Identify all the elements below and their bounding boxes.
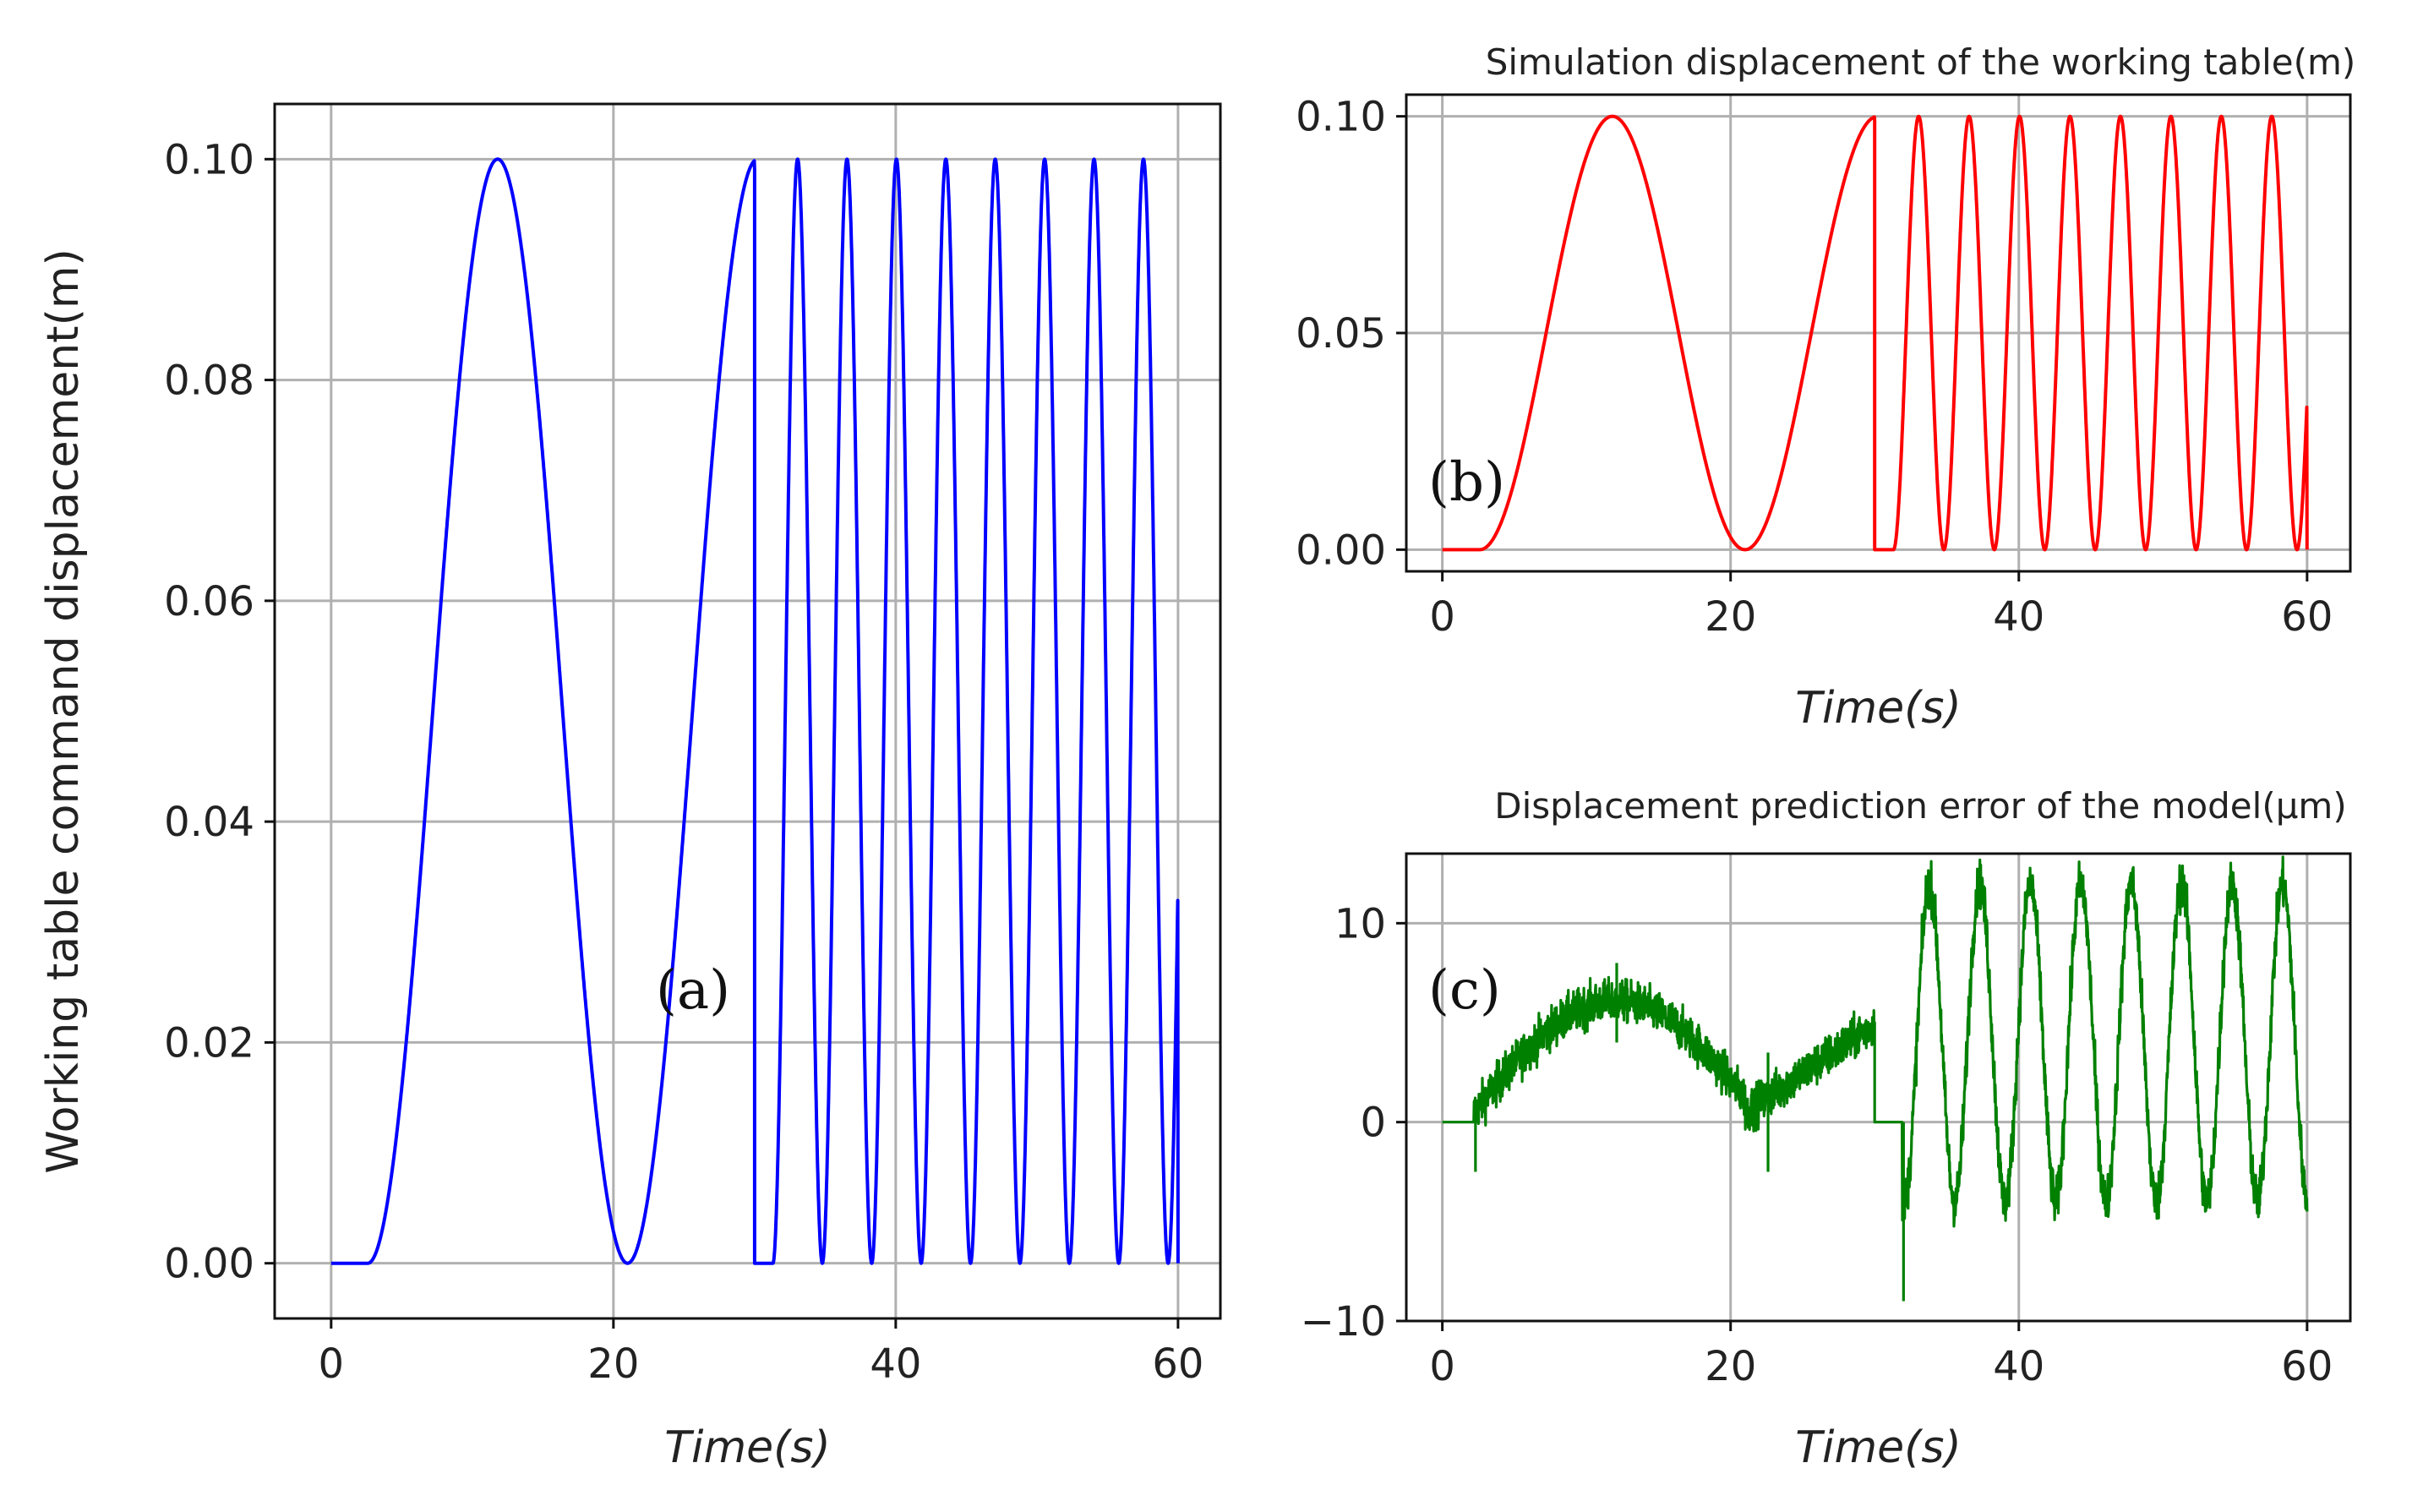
panel-a-frame — [273, 102, 1222, 1320]
panel-c-series-line-0 — [1441, 855, 2309, 1228]
panel-c-grid — [1406, 854, 2350, 1323]
panel-a-ytick-label-3: 0.06 — [164, 578, 254, 625]
panel-b-xtick-label-3: 60 — [2281, 593, 2333, 641]
panel-a-ytick-label-2: 0.04 — [164, 799, 254, 846]
panel-b-series — [1441, 114, 2309, 552]
panel-a-xtick-label-3: 60 — [1152, 1340, 1203, 1388]
panel-a-tag: (a) — [656, 959, 730, 1022]
panel-c-xticks: 0 20 40 60 — [1429, 1321, 2333, 1390]
panel-a-ytick-label-0: 0.00 — [164, 1241, 254, 1288]
panel-b-series-line-0 — [1441, 114, 2309, 552]
panel-a-xtick-label-0: 0 — [319, 1340, 345, 1388]
panel-c-ytick-label-1: 0 — [1360, 1100, 1386, 1147]
panel-c-xtick-label-1: 20 — [1705, 1343, 1756, 1390]
panel-b-ytick-label-2: 0.10 — [1296, 94, 1386, 141]
panel-b-tag: (b) — [1428, 451, 1505, 514]
panel-b-xtick-label-2: 40 — [1993, 593, 2044, 641]
panel-a: 0 20 40 60 0.00 0.02 0.04 0.06 0.08 0.10 Time(s)… — [38, 102, 1222, 1473]
panel-c-title: Displacement prediction error of the mod… — [1494, 785, 2346, 827]
panel-c-xlabel: Time(s) — [1795, 1422, 1962, 1473]
panel-a-xlabel: Time(s) — [664, 1422, 831, 1473]
panel-b-yticks: 0.00 0.05 0.10 — [1296, 94, 1406, 574]
panel-c-tag: (c) — [1428, 959, 1501, 1022]
panel-a-ytick-label-4: 0.08 — [164, 358, 254, 405]
panel-a-ytick-label-1: 0.02 — [164, 1019, 254, 1067]
panel-b-ytick-label-1: 0.05 — [1296, 310, 1386, 358]
panel-b-xlabel: Time(s) — [1795, 683, 1962, 734]
panel-a-series — [330, 157, 1180, 1265]
panel-c-yticks: −10 0 10 — [1301, 900, 1406, 1346]
panel-c-xtick-label-2: 40 — [1993, 1343, 2044, 1390]
panel-a-xtick-label-2: 40 — [870, 1340, 921, 1388]
panel-b-xticks: 0 20 40 60 — [1429, 571, 2333, 641]
panel-b: Simulation displacement of the working t… — [1296, 41, 2355, 734]
panel-c-xtick-label-0: 0 — [1429, 1343, 1455, 1390]
panel-c-series — [1441, 855, 2309, 1302]
panel-b-title: Simulation displacement of the working t… — [1486, 41, 2356, 83]
panel-b-ytick-label-0: 0.00 — [1296, 527, 1386, 574]
panel-a-ylabel: Working table command displacement(m) — [38, 248, 89, 1174]
panel-a-yticks: 0.00 0.02 0.04 0.06 0.08 0.10 — [164, 136, 275, 1288]
panel-a-xtick-label-1: 20 — [587, 1340, 639, 1388]
panel-c-ytick-label-2: 10 — [1334, 900, 1386, 947]
panel-a-grid — [275, 104, 1220, 1318]
panel-c-frame — [1405, 852, 2352, 1323]
panel-a-xticks: 0 20 40 60 — [319, 1318, 1203, 1388]
panel-c-xtick-label-3: 60 — [2281, 1343, 2333, 1390]
panel-c-ytick-label-0: −10 — [1301, 1298, 1386, 1346]
panel-b-xtick-label-0: 0 — [1429, 593, 1455, 641]
panel-c: Displacement prediction error of the mod… — [1301, 785, 2352, 1473]
panel-a-ytick-label-5: 0.10 — [164, 136, 254, 183]
panel-b-xtick-label-1: 20 — [1705, 593, 1756, 641]
panel-a-series-line-0 — [330, 157, 1180, 1265]
